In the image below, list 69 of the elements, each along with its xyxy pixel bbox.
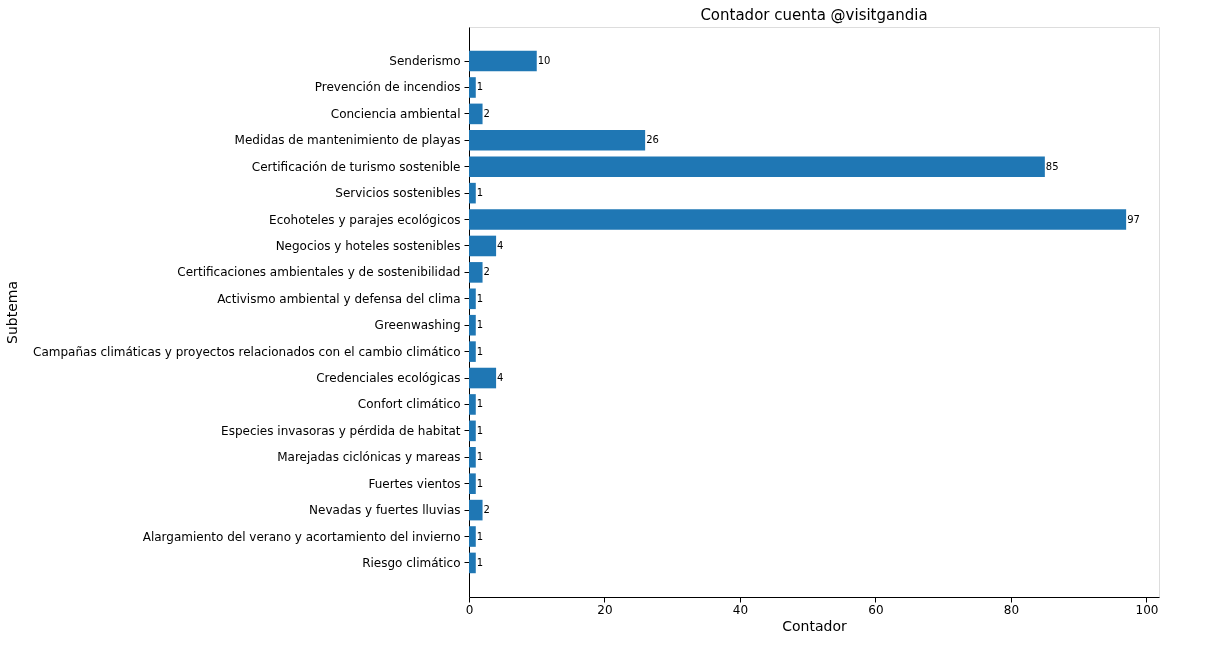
y-axis-title: Subtema	[3, 281, 20, 344]
bar	[469, 473, 476, 494]
y-tick-label: Alargamiento del verano y acortamiento del invierno	[142, 529, 461, 544]
y-tick-label: Prevención de incendios	[314, 80, 461, 95]
data-label: 4	[497, 239, 504, 251]
y-tick-label: Nevadas y fuertes lluvias	[309, 503, 461, 518]
data-label: 2	[483, 266, 490, 278]
bar	[469, 77, 476, 98]
bar	[469, 420, 476, 442]
bar	[469, 182, 476, 204]
y-tick-label: Greenwashing	[374, 318, 461, 333]
x-tick-label: 100	[1135, 602, 1159, 617]
x-tick-label: 20	[597, 602, 613, 617]
bar	[469, 367, 497, 389]
data-label: 1	[476, 81, 484, 93]
data-label: 1	[476, 451, 484, 463]
data-label: 85	[1045, 160, 1059, 172]
y-tick-label: Confort climático	[357, 397, 461, 412]
data-label: 1	[476, 187, 484, 199]
data-label: 1	[476, 345, 484, 357]
data-label: 1	[476, 424, 484, 436]
x-tick-label: 40	[732, 602, 749, 617]
data-label: 4	[497, 372, 504, 384]
y-tick-label: Riesgo climático	[362, 555, 461, 570]
bar	[469, 130, 646, 151]
bar	[469, 156, 1045, 178]
bar	[469, 341, 476, 362]
data-label: 26	[646, 134, 659, 146]
x-tick-label: 0	[465, 602, 474, 617]
data-label: 2	[483, 107, 490, 119]
y-tick-label: Ecohoteles y parajes ecológicos	[269, 212, 461, 227]
data-label: 1	[476, 398, 484, 410]
bar	[469, 288, 476, 310]
bar	[469, 394, 476, 415]
chart-title: Contador cuenta @visitgandia	[700, 6, 928, 24]
x-tick-label: 60	[868, 602, 884, 617]
data-label: 1	[476, 556, 484, 568]
y-tick-label: Negocios y hoteles sostenibles	[275, 238, 461, 253]
y-tick-label: Conciencia ambiental	[330, 106, 461, 121]
y-tick-label: Servicios sostenibles	[335, 186, 461, 201]
data-label: 1	[476, 477, 484, 489]
bar	[469, 552, 476, 574]
x-axis-title: Contador	[782, 617, 847, 634]
data-label: 1	[476, 319, 484, 331]
bar	[469, 526, 476, 547]
bar	[469, 446, 476, 468]
y-tick-label: Activismo ambiental y defensa del clima	[217, 291, 461, 306]
bar	[469, 499, 483, 521]
data-label: 97	[1127, 213, 1140, 225]
x-tick-label: 80	[1003, 602, 1020, 617]
y-tick-label: Marejadas ciclónicas y mareas	[277, 450, 461, 465]
y-tick-label: Credenciales ecológicas	[316, 371, 461, 386]
data-label: 1	[476, 530, 484, 542]
y-tick-label: Certificación de turismo sostenible	[251, 159, 461, 174]
y-tick-label: Especies invasoras y pérdida de habitat	[221, 423, 461, 438]
data-label: 10	[537, 55, 551, 67]
bar	[469, 314, 476, 336]
y-tick-label: Certificaciones ambientales y de sostenibilidad	[177, 265, 461, 280]
bar	[469, 209, 1127, 230]
data-label: 1	[476, 292, 484, 304]
y-tick-label: Fuertes vientos	[368, 476, 461, 491]
data-label: 2	[483, 504, 490, 516]
bar	[469, 262, 483, 283]
bar	[469, 235, 497, 257]
y-tick-label: Medidas de mantenimiento de playas	[234, 133, 461, 148]
y-tick-label: Campañas climáticas y proyectos relacionados con el cambio climático	[33, 344, 461, 359]
y-tick-label: Senderismo	[389, 54, 461, 69]
bar	[469, 103, 483, 125]
bar	[469, 50, 537, 72]
